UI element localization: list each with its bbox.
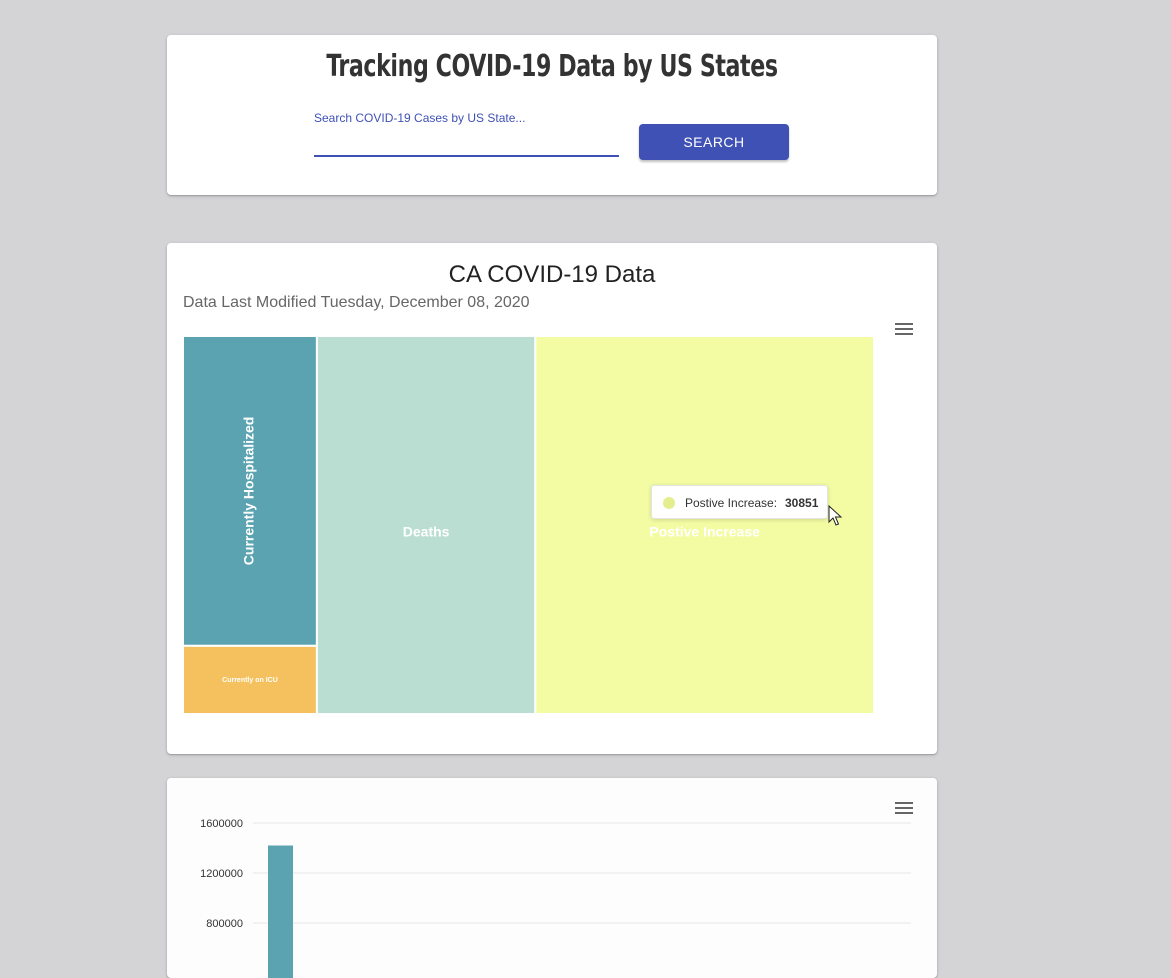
mouse-cursor-icon xyxy=(828,505,842,527)
treemap-label: Postive Increase xyxy=(649,523,760,539)
tooltip-label: Postive Increase: xyxy=(685,496,777,510)
treemap-label: Deaths xyxy=(403,523,450,539)
treemap-label: Currently Hospitalized xyxy=(241,417,257,566)
page-title: Tracking COVID-19 Data by US States xyxy=(236,49,867,84)
treemap-label: Currently on ICU xyxy=(222,677,278,684)
y-tick-label: 1200000 xyxy=(200,868,243,880)
tooltip-series-dot xyxy=(663,497,675,509)
bar-chart: 1600000 1200000 800000 xyxy=(167,778,937,978)
bar[interactable] xyxy=(268,846,293,978)
search-input[interactable] xyxy=(314,131,619,157)
bar-chart-card: 1600000 1200000 800000 xyxy=(167,778,937,978)
search-label: Search COVID-19 Cases by US State... xyxy=(314,111,525,125)
chart-tooltip: Postive Increase: 30851 xyxy=(651,485,828,519)
y-tick-label: 1600000 xyxy=(200,818,243,830)
search-button[interactable]: SEARCH xyxy=(639,124,789,160)
search-card: Tracking COVID-19 Data by US States Sear… xyxy=(167,35,937,195)
tooltip-value: 30851 xyxy=(785,496,818,510)
y-tick-label: 800000 xyxy=(206,918,243,930)
treemap-card: CA COVID-19 Data Data Last Modified Tues… xyxy=(167,243,937,754)
